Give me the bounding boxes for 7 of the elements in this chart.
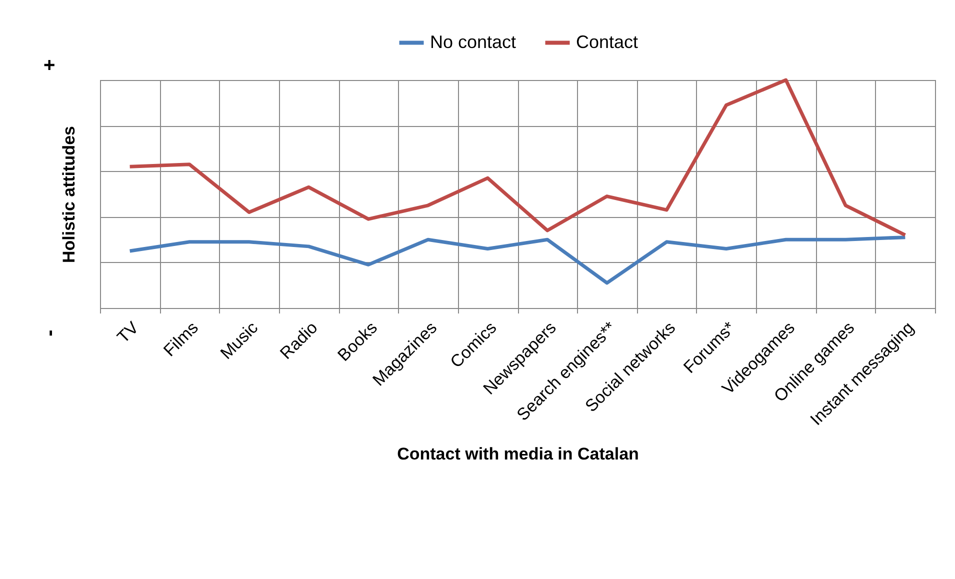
legend-label: Contact [576, 32, 638, 52]
legend-label: No contact [430, 32, 516, 52]
x-axis-title: Contact with media in Catalan [397, 444, 639, 464]
y-axis-title: Holistic attitudes [60, 126, 78, 263]
x-tick-label: TV [114, 318, 143, 347]
text: + [39, 59, 61, 71]
text: - [39, 330, 61, 336]
